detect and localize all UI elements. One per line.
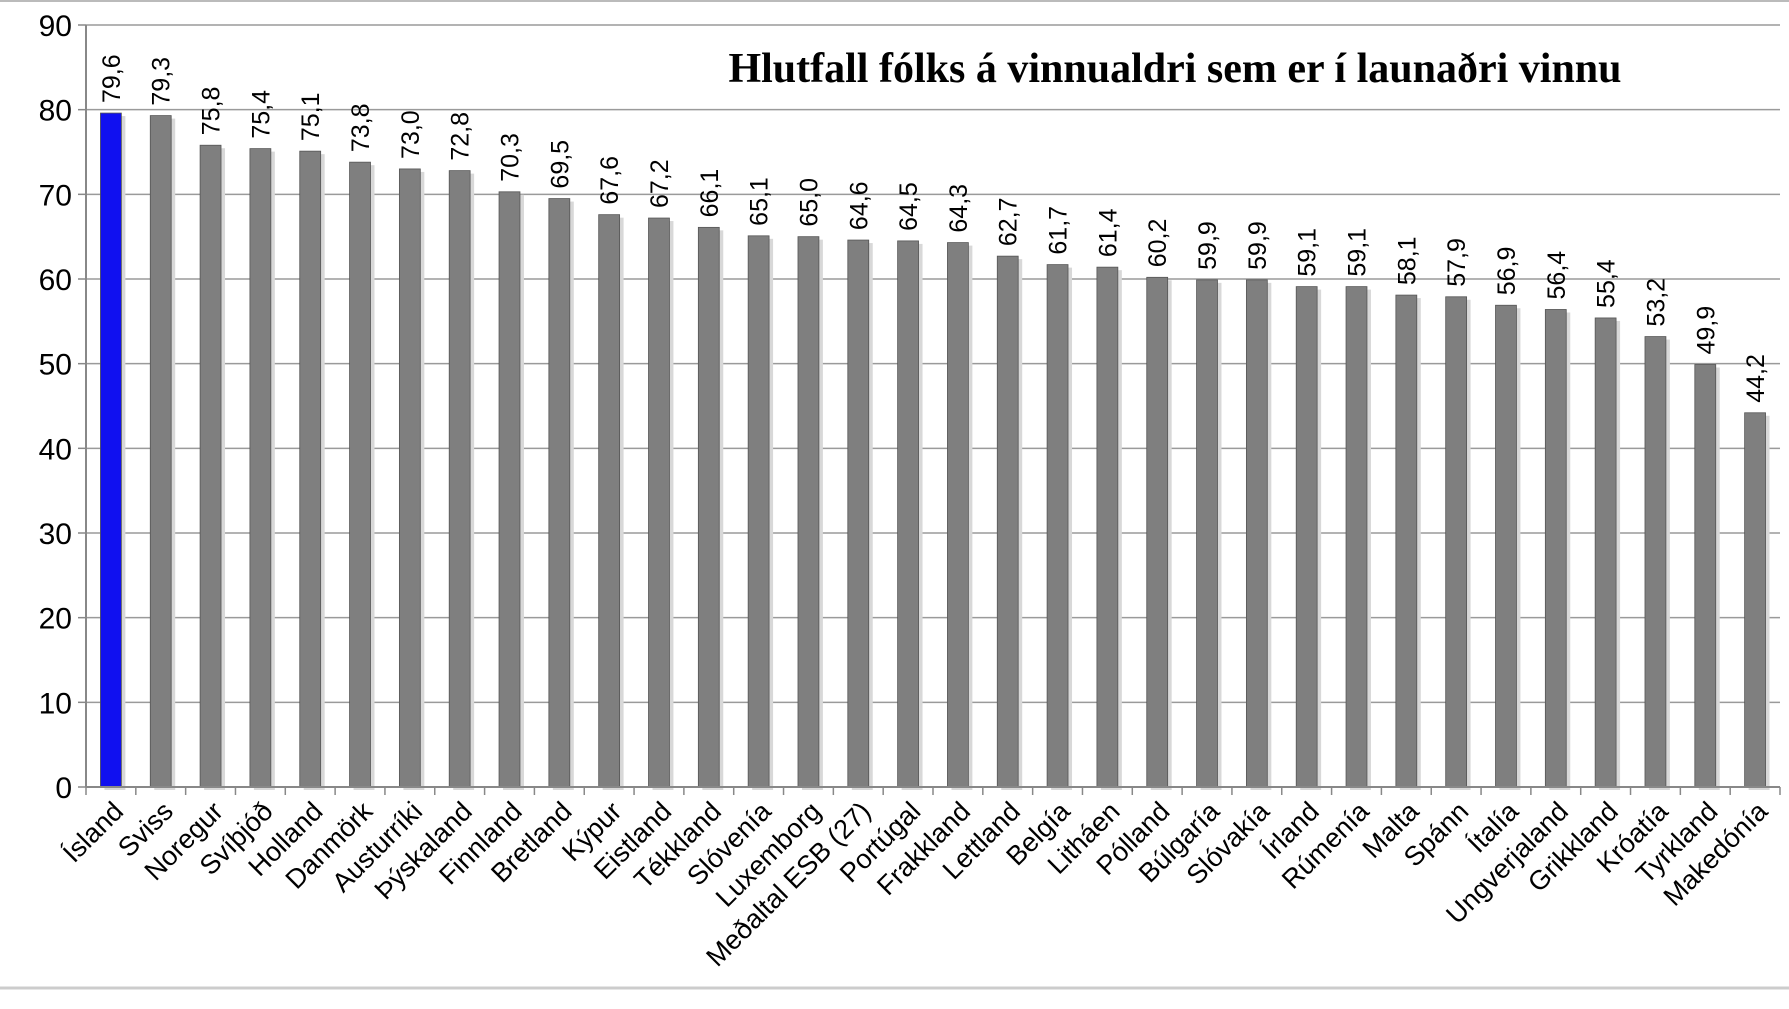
data-label: 70,3 [497, 133, 525, 182]
data-label: 64,3 [945, 184, 973, 233]
bar [1146, 276, 1169, 788]
data-label: 79,3 [148, 57, 176, 106]
data-label: 75,1 [297, 92, 325, 141]
bar [1694, 364, 1717, 788]
data-label: 59,9 [1194, 221, 1222, 270]
data-label: 64,5 [895, 182, 923, 231]
bar [448, 170, 471, 788]
bar [1345, 286, 1368, 788]
bar [199, 144, 222, 788]
bar [897, 240, 919, 788]
bar [648, 217, 670, 788]
y-tick-label: 70 [39, 179, 72, 212]
bar [1096, 266, 1119, 788]
bar [1295, 286, 1318, 788]
bar [1594, 317, 1617, 788]
data-label: 79,6 [98, 54, 126, 103]
data-label: 59,1 [1294, 228, 1322, 277]
data-label: 62,7 [995, 197, 1023, 246]
y-tick-label: 80 [39, 95, 72, 128]
bar [1744, 412, 1766, 788]
data-label: 72,8 [447, 112, 475, 161]
bar [1046, 264, 1069, 788]
data-label: 61,4 [1094, 208, 1122, 257]
data-label: 64,6 [845, 181, 873, 230]
y-tick-label: 40 [39, 433, 72, 466]
bar [947, 242, 969, 788]
data-label: 56,9 [1493, 247, 1521, 296]
bar [1495, 304, 1517, 788]
bar [847, 239, 870, 788]
bar [249, 148, 272, 788]
bar [1395, 294, 1418, 788]
bar [747, 235, 770, 788]
bar [1445, 296, 1468, 788]
data-label: 53,2 [1642, 278, 1670, 327]
y-tick-label: 60 [39, 264, 72, 297]
data-label: 69,5 [546, 140, 574, 189]
x-tick-label: Ísland [57, 796, 129, 868]
data-label: 75,8 [198, 87, 226, 136]
data-label: 49,9 [1692, 306, 1720, 355]
data-label: 56,4 [1543, 251, 1571, 300]
y-tick-label: 50 [39, 349, 72, 382]
data-label: 59,1 [1344, 228, 1372, 277]
data-label: 58,1 [1393, 236, 1421, 285]
data-label: 59,9 [1244, 221, 1272, 270]
data-label: 66,1 [696, 169, 724, 218]
bar [149, 115, 172, 788]
data-label: 75,4 [247, 90, 275, 139]
y-tick-label: 90 [39, 10, 72, 43]
bar [1196, 279, 1218, 788]
y-tick-label: 30 [39, 518, 72, 551]
y-tick-label: 10 [39, 687, 72, 720]
data-label: 65,1 [746, 177, 774, 226]
bar [697, 226, 720, 788]
data-label: 57,9 [1443, 238, 1471, 287]
bar [349, 161, 371, 788]
data-label: 44,2 [1742, 354, 1770, 403]
data-label: 65,0 [795, 178, 823, 227]
data-label: 73,0 [397, 110, 425, 159]
data-label: 60,2 [1144, 219, 1172, 268]
bar [100, 112, 122, 788]
bar [797, 236, 820, 788]
data-label: 67,6 [596, 156, 624, 205]
bar [299, 150, 322, 788]
y-tick-label: 0 [55, 772, 72, 805]
bar [548, 198, 571, 788]
bar [1644, 336, 1667, 788]
bar [996, 255, 1019, 788]
bar [1544, 309, 1567, 788]
data-label: 55,4 [1593, 259, 1621, 308]
y-tick-label: 20 [39, 603, 72, 636]
bar [1245, 279, 1268, 788]
chart-title: Hlutfall fólks á vinnualdri sem er í lau… [728, 46, 1621, 92]
data-label: 67,2 [646, 159, 674, 208]
bar [398, 168, 421, 788]
data-label: 61,7 [1045, 206, 1073, 255]
bar [598, 214, 621, 788]
data-label: 73,8 [347, 103, 375, 152]
bar [498, 191, 521, 788]
